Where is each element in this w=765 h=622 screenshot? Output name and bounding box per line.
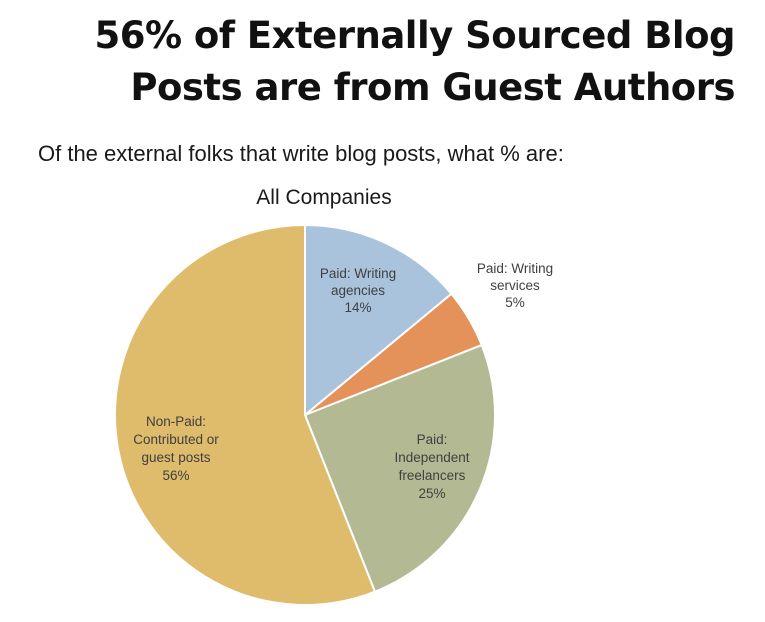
headline: 56% of Externally Sourced Blog Posts are… (35, 10, 735, 114)
pie-slice-non-paid-contributed-or-guest-posts (114, 224, 376, 606)
data-label-paid-independent-freelancers: Paid: Independent freelancers 25% (394, 432, 469, 501)
pie-slice-paid-independent-freelancers (304, 344, 496, 593)
data-label-line: 56% (162, 468, 189, 483)
data-label-line: Paid: (417, 432, 448, 447)
data-label-line: services (490, 278, 540, 293)
data-label-line: 5% (505, 295, 525, 310)
data-label-line: Contributed or (133, 432, 219, 447)
data-label-line: Independent (394, 450, 469, 465)
data-label-line: agencies (331, 283, 385, 298)
headline-line-1: 56% of Externally Sourced Blog (94, 14, 735, 57)
data-label-line: Paid: Writing (477, 261, 553, 276)
data-label-line: 14% (344, 300, 371, 315)
pie-slice-paid-writing-agencies (304, 224, 453, 416)
data-label-line: guest posts (141, 450, 210, 465)
data-label-paid-writing-services: Paid: Writing services 5% (477, 261, 553, 310)
chart-subtitle: Of the external folks that write blog po… (38, 141, 564, 166)
data-label-line: 25% (418, 486, 445, 501)
headline-line-2: Posts are from Guest Authors (130, 66, 735, 109)
data-label-non-paid-contributed-or-guest-posts: Non-Paid: Contributed or guest posts 56% (133, 414, 219, 483)
data-label-paid-writing-agencies: Paid: Writing agencies 14% (320, 266, 396, 315)
chart-title: All Companies (256, 186, 392, 209)
data-label-line: Non-Paid: (146, 414, 206, 429)
data-label-line: Paid: Writing (320, 266, 396, 281)
data-label-line: freelancers (399, 468, 466, 483)
